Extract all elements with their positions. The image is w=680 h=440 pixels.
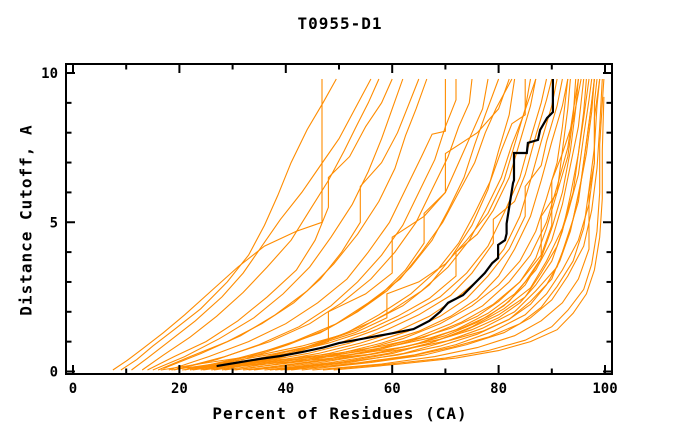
model-curve [147,78,393,371]
x-axis-label: Percent of Residues (CA) [212,404,468,423]
x-tick-label: 0 [69,381,77,397]
highlight-model-curve [216,79,555,368]
model-curve [197,78,587,370]
x-tick-label: 40 [277,381,294,397]
model-curve [163,78,428,370]
model-curve [203,78,553,371]
x-tick-label: 80 [490,381,507,397]
y-tick-label: 10 [41,66,58,82]
model-curve [224,78,563,371]
model-curve [168,79,446,371]
model-curve [112,79,323,371]
x-tick-label: 20 [171,381,188,397]
model-curve [301,78,603,371]
model-curve [189,78,500,371]
model-curve [248,78,579,371]
model-curve [160,78,516,371]
model-curve [232,78,569,371]
model-curve [322,78,605,371]
model-curve [152,78,404,371]
model-curve [187,78,579,370]
y-tick-label: 0 [50,365,58,381]
model-curve [275,78,595,371]
model-curve [195,78,513,370]
model-curve [208,78,595,370]
model-curve [141,78,380,371]
model-curve [285,78,601,371]
model-curve [120,78,337,371]
chart-title: T0955-D1 [297,14,383,33]
model-curve [157,78,420,371]
model-curve [179,78,473,370]
model-curve [171,78,532,371]
model-curve [176,78,571,370]
model-curve [264,78,593,371]
x-tick-label: 100 [592,381,617,397]
model-curve [131,78,372,371]
model-curve [333,96,605,371]
model-curve [200,79,526,371]
x-tick-label: 60 [384,381,401,397]
y-tick-label: 5 [50,215,58,231]
model-curve [312,78,598,371]
